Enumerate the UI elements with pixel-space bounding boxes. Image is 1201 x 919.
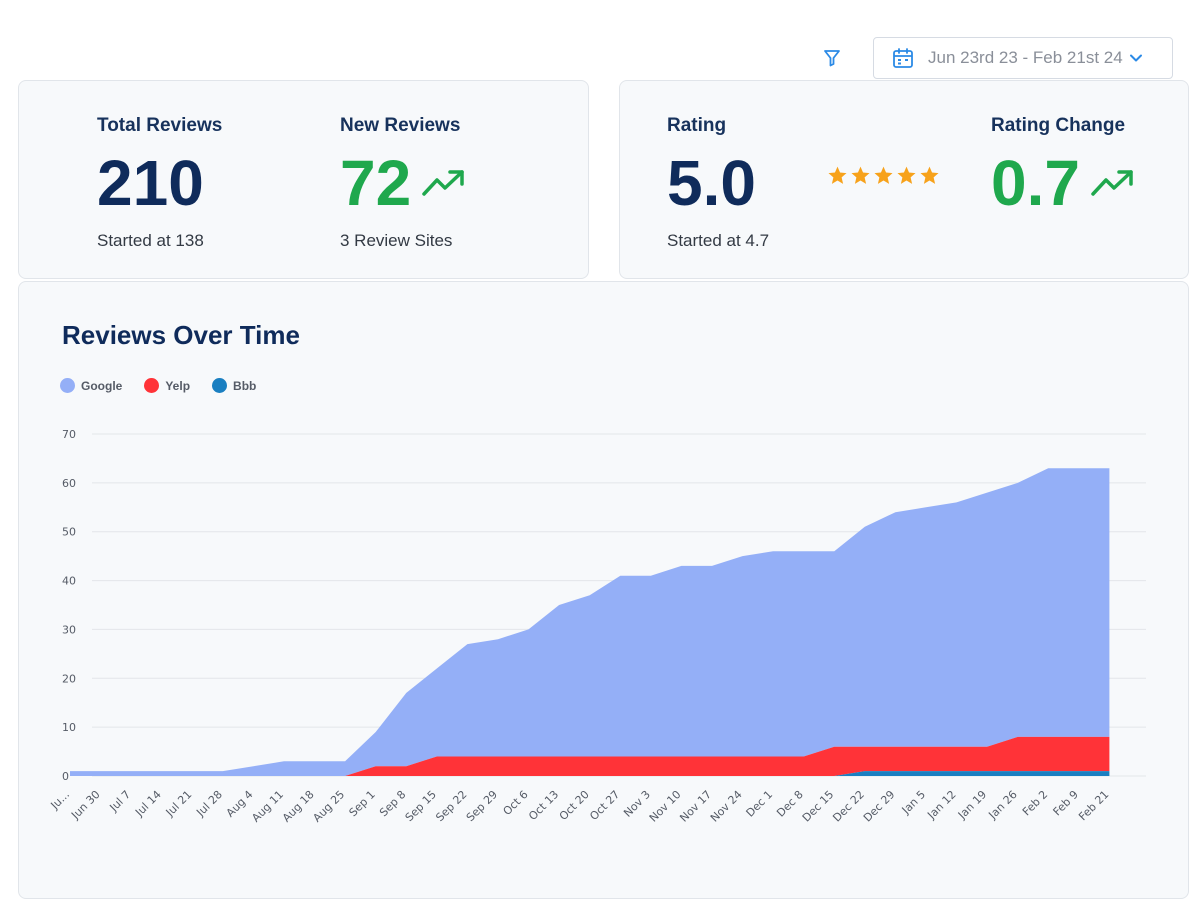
- star-icon: [851, 166, 870, 184]
- trending-up-icon: [1091, 170, 1133, 196]
- total-reviews-label: Total Reviews: [97, 115, 223, 136]
- filter-button[interactable]: [818, 44, 846, 72]
- legend-label-bbb: Bbb: [233, 378, 257, 393]
- legend-dot-yelp: [144, 378, 160, 393]
- star-icon: [920, 166, 939, 184]
- new-reviews-value: 72: [340, 147, 412, 219]
- total-reviews-stat: Total Reviews 210 Started at 138: [97, 115, 222, 251]
- legend-dot-bbb: [212, 378, 228, 393]
- star-icon: [897, 166, 916, 184]
- filter-icon: [824, 50, 840, 67]
- legend-dot-google: [60, 378, 75, 393]
- rating-value-row: 5.0: [667, 151, 769, 215]
- new-reviews-stat: New Reviews 72 3 Review Sites: [340, 115, 467, 251]
- total-reviews-value-row: 210: [97, 151, 222, 215]
- legend-label-yelp: Yelp: [165, 378, 191, 393]
- rating-change-value-row: 0.7: [991, 151, 1136, 215]
- legend-item-bbb[interactable]: Bbb: [212, 378, 256, 393]
- rating-value: 5.0: [667, 147, 756, 219]
- trending-up-icon: [422, 170, 464, 196]
- rating-sub: Started at 4.7: [667, 231, 770, 250]
- chart-legend: Google Yelp Bbb: [60, 378, 256, 393]
- rating-stat: Rating 5.0 Started at 4.7: [667, 115, 769, 251]
- new-reviews-label: New Reviews: [340, 115, 461, 136]
- legend-item-google[interactable]: Google: [60, 378, 122, 393]
- rating-stars: [827, 165, 940, 186]
- date-range-label: Jun 23rd 23 - Feb 21st 24: [928, 48, 1123, 67]
- chevron-down-icon: [1129, 54, 1142, 62]
- date-range-picker[interactable]: Jun 23rd 23 - Feb 21st 24: [873, 37, 1173, 79]
- new-reviews-value-row: 72: [340, 151, 467, 215]
- calendar-icon: [893, 48, 913, 68]
- rating-label: Rating: [667, 115, 727, 136]
- reviews-summary-card: [18, 80, 589, 279]
- total-reviews-sub: Started at 138: [97, 231, 204, 250]
- rating-change-label: Rating Change: [991, 115, 1126, 136]
- new-reviews-sub: 3 Review Sites: [340, 231, 453, 250]
- legend-label-google: Google: [81, 378, 123, 393]
- reviews-chart-card: [18, 281, 1189, 899]
- rating-change-stat: Rating Change 0.7: [991, 115, 1136, 215]
- rating-change-value: 0.7: [991, 147, 1080, 219]
- chart-title: Reviews Over Time: [62, 320, 300, 350]
- total-reviews-value: 210: [97, 147, 204, 219]
- star-icon: [828, 166, 847, 184]
- legend-item-yelp[interactable]: Yelp: [144, 378, 190, 393]
- star-icon: [874, 166, 893, 184]
